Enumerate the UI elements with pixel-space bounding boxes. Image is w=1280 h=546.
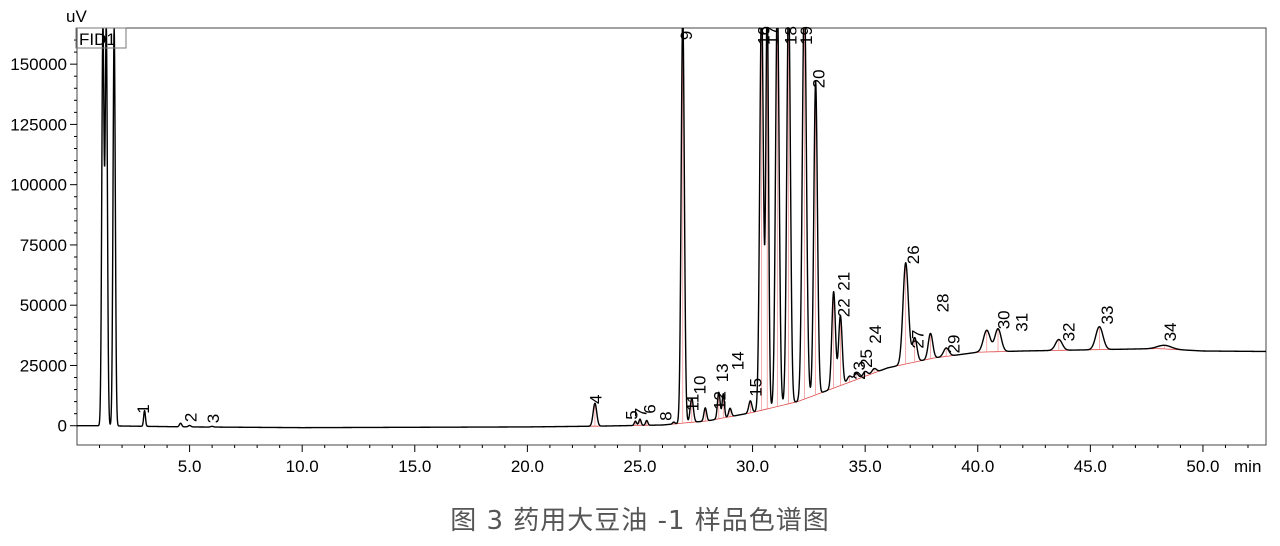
y-tick-label: 125000 <box>10 115 67 134</box>
series-line-fid1 <box>77 28 1266 429</box>
figure-caption: 图 3 药用大豆油 -1 样品色谱图 <box>450 506 830 536</box>
y-tick-label: 75000 <box>20 236 67 255</box>
x-tick-label: 35.0 <box>849 457 882 476</box>
x-tick-label: 45.0 <box>1074 457 1107 476</box>
x-tick-label: 25.0 <box>623 457 656 476</box>
peak-label: 19 <box>797 26 816 45</box>
peak-label: 7 <box>632 408 651 417</box>
y-tick-label: 50000 <box>20 296 67 315</box>
x-axis: 5.0 10.0 15.0 20.0 25.0 30.0 35.0 40.0 45.0 50.0 <box>99 445 1249 476</box>
peak-label: 3 <box>204 414 223 423</box>
peak-label: 20 <box>810 69 829 88</box>
peak-label: 6 <box>641 404 660 413</box>
peak-label: 13 <box>713 363 732 382</box>
peak-label: 16 <box>755 26 774 45</box>
y-tick-label: 0 <box>58 417 67 436</box>
peak-label: 32 <box>1060 322 1079 341</box>
y-tick-label: 150000 <box>10 55 67 74</box>
baseline-group <box>583 28 1201 427</box>
peak-label: 12 <box>711 391 730 410</box>
peak-label: 18 <box>782 26 801 45</box>
series-group <box>77 28 1266 429</box>
peak-label: 14 <box>729 351 748 370</box>
y-tick-label: 25000 <box>20 356 67 375</box>
peak-label: 27 <box>909 330 928 349</box>
x-tick-label: 20.0 <box>511 457 544 476</box>
peak-label: 4 <box>587 395 606 404</box>
peak-label: 9 <box>677 31 696 40</box>
peak-label: 17 <box>764 26 783 45</box>
x-tick-label: 40.0 <box>961 457 994 476</box>
peak-label: 28 <box>934 293 953 312</box>
peak-label: 8 <box>657 411 676 420</box>
x-tick-label: 30.0 <box>736 457 769 476</box>
legend-label: FID1 <box>79 30 116 49</box>
peak-label: 21 <box>834 272 853 291</box>
peak-label: 25 <box>857 349 876 368</box>
peak-label: 2 <box>181 413 200 422</box>
peak-label: 5 <box>623 410 642 419</box>
peak-label: 10 <box>690 375 709 394</box>
peak-label: 1 <box>134 404 153 413</box>
peak-label: 26 <box>904 245 923 264</box>
peak-label: 24 <box>866 325 885 344</box>
peak-label: 22 <box>834 298 853 317</box>
x-tick-label: 50.0 <box>1186 457 1219 476</box>
legend: FID1 <box>75 27 127 49</box>
peak-label: 31 <box>1012 313 1031 332</box>
peak-label: 34 <box>1161 322 1180 341</box>
y-axis: 0 25000 50000 75000 100000 125000 150000 <box>10 39 77 436</box>
peak-label: 30 <box>994 310 1013 329</box>
x-axis-label: min <box>1234 457 1261 476</box>
y-axis-label: uV <box>66 7 87 26</box>
peak-label: 33 <box>1098 306 1117 325</box>
x-tick-label: 5.0 <box>178 457 202 476</box>
peak-label: 23 <box>850 361 869 380</box>
peak-label: 29 <box>945 334 964 353</box>
x-tick-label: 15.0 <box>398 457 431 476</box>
peak-label: 11 <box>684 394 703 412</box>
x-tick-label: 10.0 <box>286 457 319 476</box>
plot-area <box>76 27 1267 446</box>
legend-box <box>75 27 127 49</box>
peak-label: 15 <box>747 378 766 397</box>
y-tick-label: 100000 <box>10 176 67 195</box>
